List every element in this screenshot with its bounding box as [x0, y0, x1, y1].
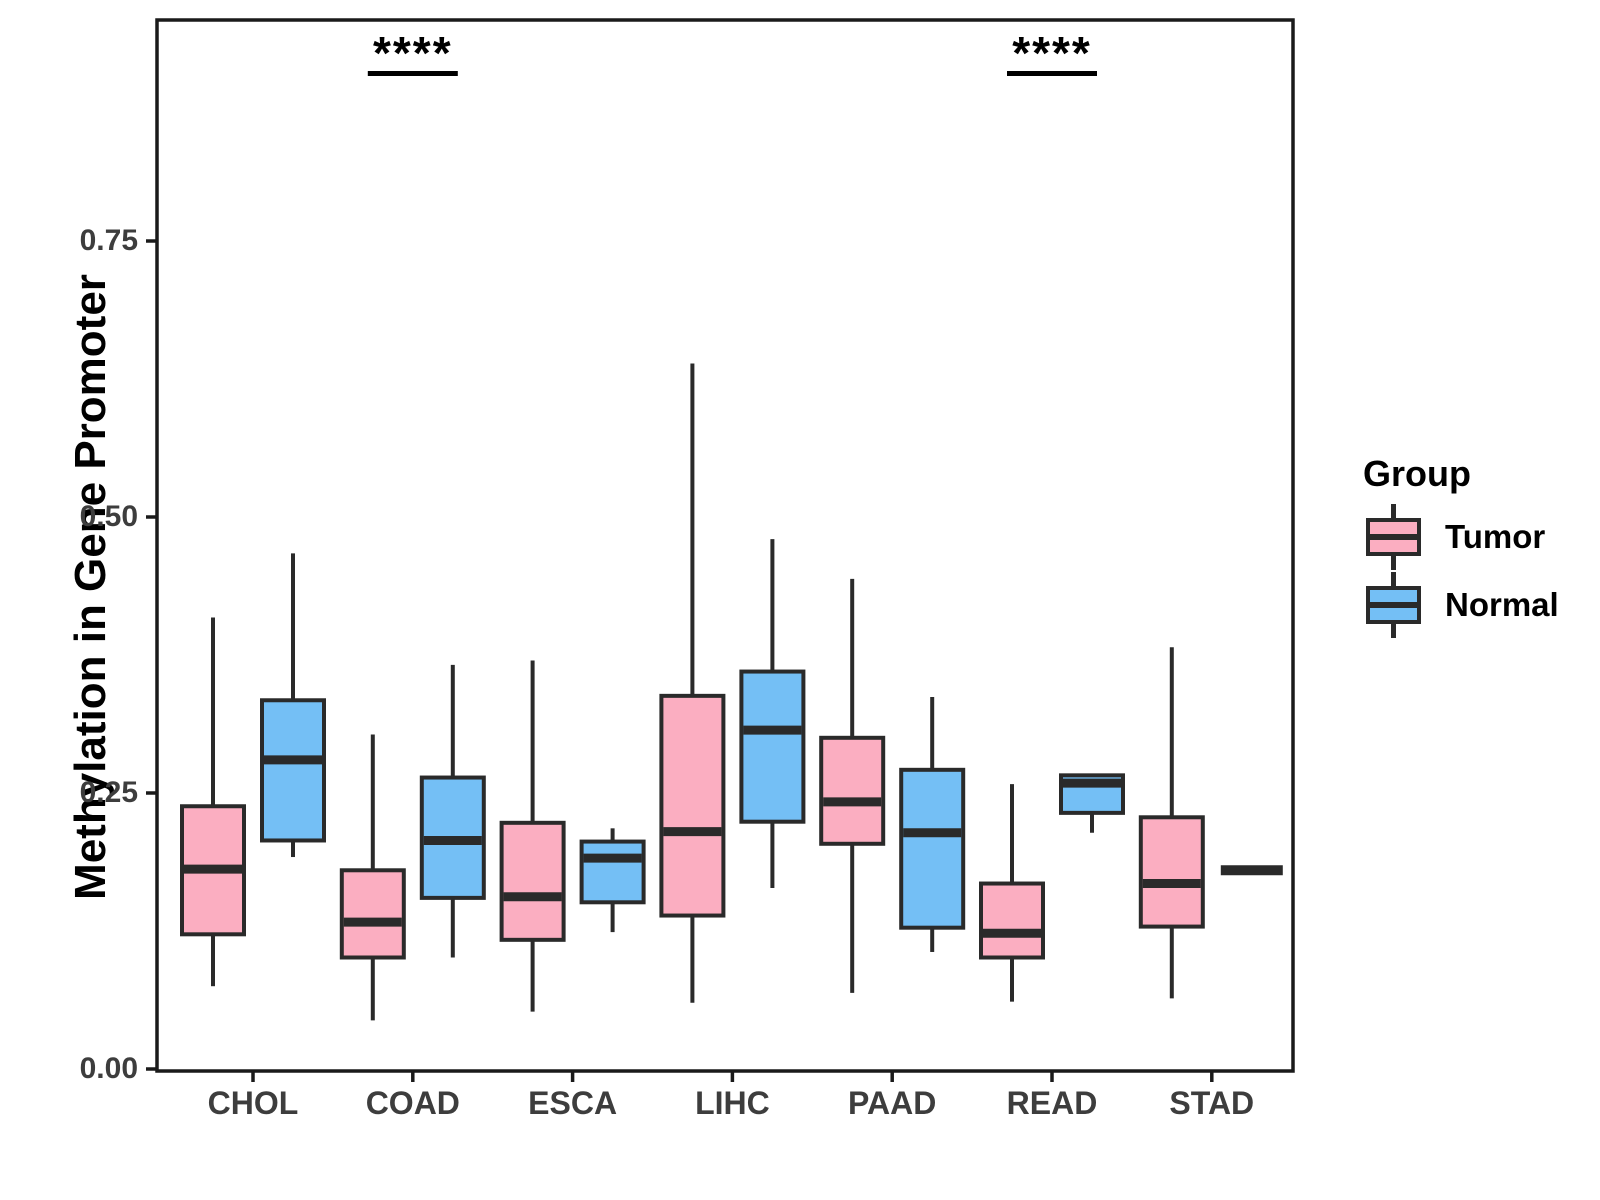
y-tick-label-0.75: 0.75 — [79, 224, 138, 257]
legend-item-label-normal: Normal — [1445, 586, 1559, 623]
box-esca-normal — [579, 839, 646, 905]
legend-item-tumor: Tumor — [1363, 504, 1545, 570]
x-axis-category-label-stad: STAD — [1169, 1085, 1255, 1121]
significance-bar-coad — [367, 71, 458, 76]
legend-item-normal: Normal — [1363, 572, 1559, 638]
x-axis-category-label-coad: COAD — [365, 1085, 460, 1121]
box-esca-tumor — [499, 820, 566, 942]
x-axis-category-label-paad: PAAD — [848, 1085, 937, 1121]
y-axis-title: Methylation in Gene Promoter — [66, 274, 115, 900]
box-paad-tumor — [819, 735, 886, 846]
significance-bar-read — [1007, 71, 1097, 76]
y-tick-label-0.00: 0.00 — [79, 1052, 138, 1085]
legend: Group Tumor Normal — [1363, 455, 1593, 665]
box-coad-tumor — [339, 868, 406, 960]
box-chol-normal — [260, 698, 326, 843]
glyph-median-line — [1370, 534, 1417, 540]
x-axis-category-label-lihc: LIHC — [695, 1085, 770, 1121]
x-axis-category-label-esca: ESCA — [528, 1085, 618, 1121]
glyph-median-line — [1370, 602, 1417, 608]
legend-item-label-tumor: Tumor — [1445, 518, 1546, 555]
box-lihc-tumor — [659, 693, 726, 918]
tumor-boxplot-glyph-icon — [1366, 504, 1421, 570]
box-stad-tumor — [1138, 815, 1205, 929]
significance-stars-read: **** — [1012, 27, 1092, 79]
panel-border — [155, 18, 1295, 1073]
box-read-tumor — [979, 881, 1045, 960]
normal-boxplot-glyph-icon — [1366, 572, 1421, 638]
legend-title: Group — [1363, 453, 1471, 494]
x-axis-category-label-chol: CHOL — [207, 1085, 299, 1121]
significance-stars-coad: **** — [372, 27, 453, 79]
box-paad-normal — [899, 767, 966, 930]
y-tick-label-0.25: 0.25 — [79, 776, 138, 809]
box-lihc-normal — [739, 669, 806, 824]
x-axis-category-label-read: READ — [1006, 1085, 1098, 1121]
y-tick-label-0.50: 0.50 — [79, 500, 138, 533]
